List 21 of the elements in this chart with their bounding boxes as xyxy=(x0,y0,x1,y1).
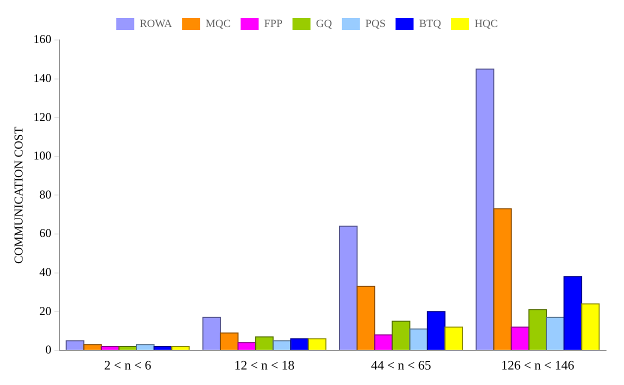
y-tick-label: 140 xyxy=(33,70,52,85)
y-tick-label: 20 xyxy=(39,304,52,318)
y-tick-label: 40 xyxy=(39,264,52,279)
legend-label: HQC xyxy=(474,18,498,30)
legend-label: BTQ xyxy=(419,18,442,30)
y-tick-label: 80 xyxy=(39,187,52,202)
legend-label: PQS xyxy=(365,18,386,30)
x-tick-label: 12 < n < 18 xyxy=(234,358,294,373)
y-axis-title: COMMUNICATION COST xyxy=(11,126,26,264)
y-tick-label: 100 xyxy=(33,148,52,163)
y-tick-label: 0 xyxy=(45,342,52,357)
x-tick-label: 126 < n < 146 xyxy=(501,358,575,373)
x-tick-label: 44 < n < 65 xyxy=(370,358,432,373)
legend-label: GQ xyxy=(316,18,332,30)
x-tick-label: 2 < n < 6 xyxy=(104,358,152,373)
legend-label: ROWA xyxy=(140,18,172,30)
y-tick-label: 160 xyxy=(33,32,52,46)
legend-label: FPP xyxy=(264,18,283,30)
y-tick-label: 120 xyxy=(33,110,52,124)
legend-label: MQC xyxy=(206,18,231,30)
y-tick-label: 60 xyxy=(39,226,52,240)
